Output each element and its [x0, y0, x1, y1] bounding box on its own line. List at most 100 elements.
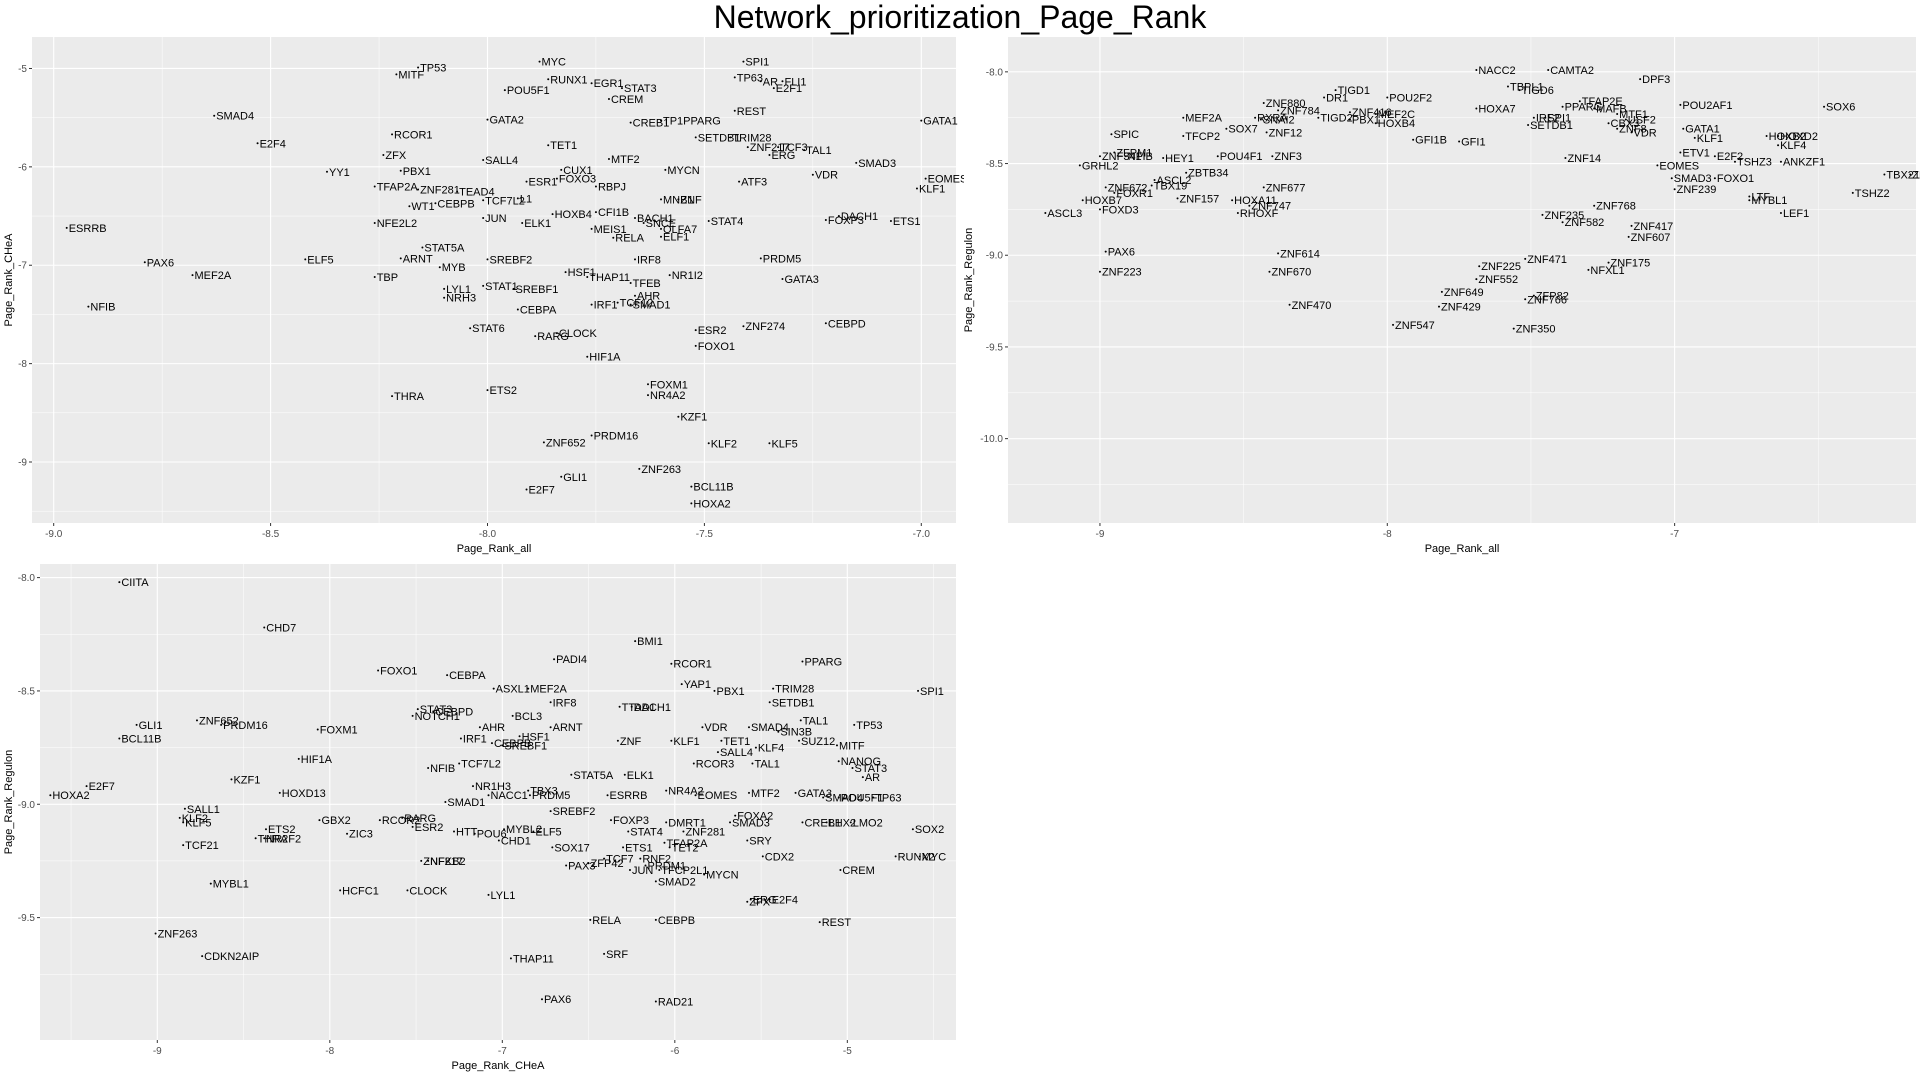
point-label: NACC1 [491, 790, 528, 802]
data-point [606, 794, 609, 797]
data-point [346, 832, 349, 835]
point-label: ZNF14 [1567, 153, 1601, 165]
point-label: NRH3 [446, 293, 476, 305]
point-label: MYC [922, 851, 947, 863]
point-label: BCL11B [121, 734, 161, 746]
point-label: STAT5A [424, 243, 465, 255]
data-point [677, 415, 680, 418]
data-point [837, 796, 840, 799]
point-label: EOMES [698, 790, 738, 802]
point-label: REST [822, 917, 852, 929]
data-point [1438, 305, 1441, 308]
point-label: ETS1 [625, 842, 653, 854]
data-point [1679, 103, 1682, 106]
point-label: SOX6 [1826, 102, 1855, 114]
y-tick-label: -6 [18, 162, 27, 173]
point-label: TIGD1 [1338, 85, 1370, 97]
data-point [835, 744, 838, 747]
point-label: SALL1 [187, 804, 220, 816]
data-point [486, 389, 489, 392]
point-label: SRF [606, 949, 628, 961]
data-point [1078, 164, 1081, 167]
point-label: ZNF552 [1478, 274, 1518, 286]
data-point [1113, 191, 1116, 194]
point-label: PAX6 [147, 257, 174, 269]
data-point [1259, 118, 1262, 121]
data-point [801, 660, 804, 663]
point-label: RAD21 [658, 996, 693, 1008]
point-label: ASXL1 [496, 684, 530, 696]
point-label: MEIS1 [594, 224, 627, 236]
data-point [1564, 157, 1567, 160]
data-point [746, 146, 749, 149]
point-label: TFAP2A [666, 838, 708, 850]
point-label: NFE2L2 [377, 218, 417, 230]
point-label: SNAI2 [1263, 115, 1295, 127]
point-label: SIN3B [780, 727, 812, 739]
point-label: ESRRB [610, 790, 648, 802]
data-point [622, 846, 625, 849]
data-point [1527, 124, 1530, 127]
data-point [230, 778, 233, 781]
data-point [1185, 171, 1188, 174]
data-point [1630, 224, 1633, 227]
data-point [603, 857, 606, 860]
point-label: IRF1 [463, 734, 487, 746]
point-label: L1 [520, 193, 532, 205]
point-label: BCL3 [515, 711, 543, 723]
data-point [511, 714, 514, 717]
data-point [1098, 270, 1101, 273]
data-point [1236, 212, 1239, 215]
point-label: VDR [815, 170, 838, 182]
data-point [503, 89, 506, 92]
point-label: TBP [377, 272, 398, 284]
point-label: CEBPD [828, 318, 866, 330]
data-point [521, 221, 524, 224]
point-label: TSHZ2 [1855, 188, 1890, 200]
point-label: NACC2 [1478, 65, 1515, 77]
data-point [1348, 118, 1351, 121]
point-label: CBX3 [1611, 118, 1640, 130]
point-label: SUZ12 [801, 736, 835, 748]
data-point [1593, 107, 1596, 110]
data-point [768, 701, 771, 704]
data-point [747, 726, 750, 729]
point-label: CIITA [121, 577, 149, 589]
data-point [720, 739, 723, 742]
data-point [532, 830, 535, 833]
data-point [658, 869, 661, 871]
data-point [487, 893, 490, 896]
point-label: NOTCH1 [415, 711, 460, 723]
point-label: HOXD2 [1780, 131, 1818, 143]
point-label: TTAD1 [622, 702, 656, 714]
point-label: FOXM1 [320, 724, 358, 736]
point-label: TRIM28 [775, 684, 814, 696]
point-label: DR1 [1326, 93, 1348, 105]
point-label: NR4A2 [650, 390, 685, 402]
data-point [654, 880, 657, 883]
point-label: ZNF350 [1516, 324, 1556, 336]
point-label: CAMTA2 [1550, 65, 1594, 77]
point-label: DACH1 [841, 211, 878, 223]
point-label: RUNX2 [898, 851, 935, 863]
point-label: HIF1A [589, 352, 621, 364]
point-label: SMAD3 [1674, 173, 1712, 185]
data-point [654, 918, 657, 921]
point-label: CDX2 [765, 851, 794, 863]
point-label: HEY1 [1165, 153, 1194, 165]
data-point [1639, 78, 1642, 81]
point-label: ZNF341 [1102, 151, 1142, 163]
y-tick-label: -8.5 [18, 686, 36, 697]
point-label: FOXO1 [380, 666, 417, 678]
data-point [118, 737, 121, 740]
point-label: RARG [537, 331, 569, 343]
point-label: RELA [592, 915, 621, 927]
data-point [747, 791, 750, 794]
data-point [411, 714, 414, 717]
point-label: POU2AF1 [1682, 100, 1732, 112]
point-label: TBX3 [530, 786, 558, 798]
point-label: FOXO3 [559, 174, 596, 186]
data-point [85, 785, 88, 788]
data-point [660, 227, 663, 230]
point-label: SMAD1 [633, 300, 671, 312]
